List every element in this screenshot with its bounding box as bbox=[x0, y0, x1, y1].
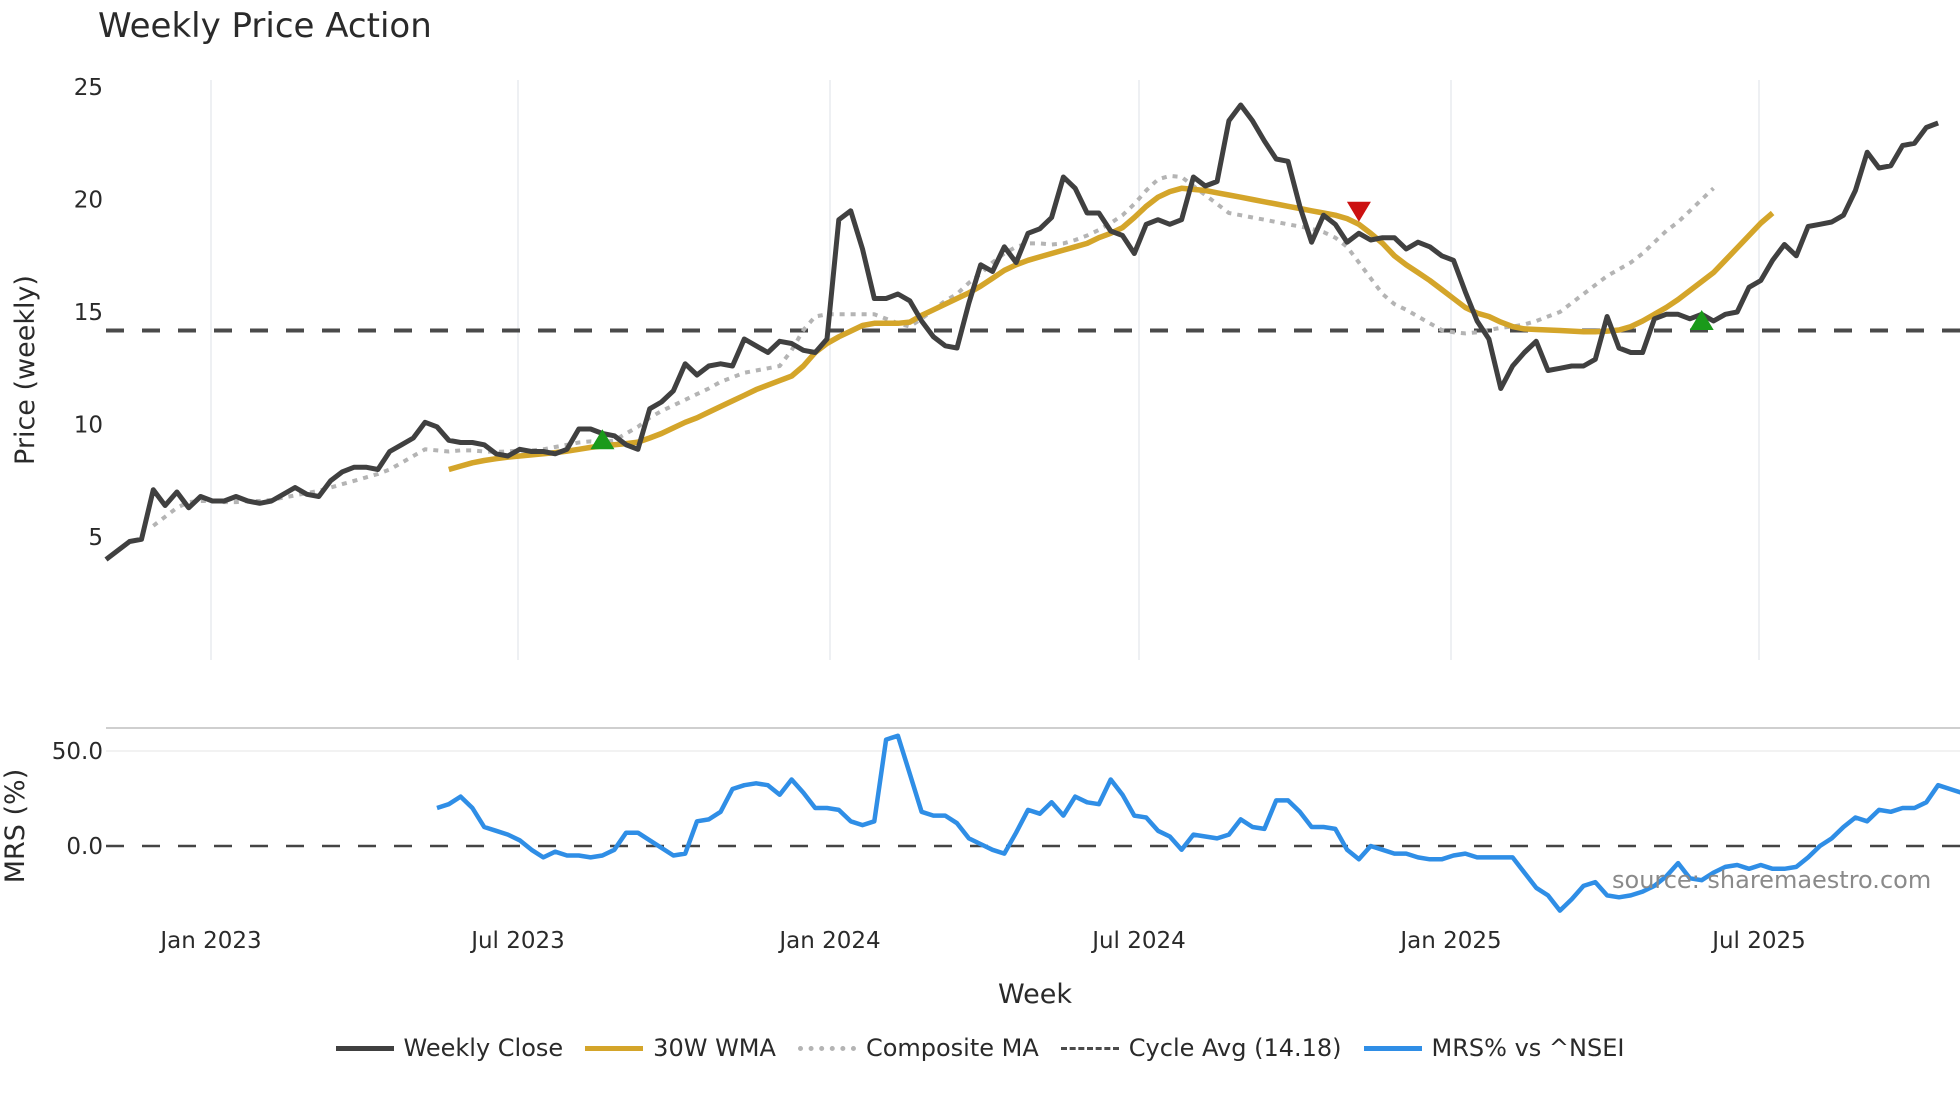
x-tick-label: Jul 2024 bbox=[1090, 928, 1186, 954]
legend-item-weekly-close[interactable]: Weekly Close bbox=[335, 1034, 564, 1062]
legend-label: 30W WMA bbox=[653, 1034, 776, 1062]
legend-item-composite-ma[interactable]: Composite MA bbox=[797, 1034, 1039, 1062]
x-tick-label: Jul 2025 bbox=[1710, 928, 1806, 954]
series-weekly-close bbox=[104, 102, 1939, 562]
weekly-close-swatch bbox=[335, 1045, 394, 1051]
mrs-axis-label: MRS (%) bbox=[0, 769, 31, 884]
y-tick-label: 15 bbox=[74, 300, 103, 326]
composite-ma-swatch bbox=[797, 1045, 856, 1051]
series-mrs-vs-nsei bbox=[436, 733, 1960, 913]
buy-signal-marker bbox=[1689, 310, 1714, 330]
legend: Weekly Close 30W WMA Composite MA Cycle … bbox=[0, 1034, 1960, 1062]
buy-signal-marker bbox=[590, 429, 615, 450]
wma-swatch bbox=[585, 1045, 644, 1051]
x-tick-label: Jul 2023 bbox=[469, 928, 565, 954]
legend-label: Composite MA bbox=[865, 1034, 1039, 1062]
y-tick-label: 10 bbox=[74, 413, 103, 439]
x-tick-label: Jan 2025 bbox=[1398, 928, 1501, 954]
legend-label: MRS% vs ^NSEI bbox=[1431, 1034, 1625, 1062]
mrs-swatch bbox=[1363, 1045, 1422, 1051]
mrs-tick-label: 0.0 bbox=[66, 834, 103, 860]
legend-item-cycle-avg[interactable]: Cycle Avg (14.18) bbox=[1060, 1034, 1342, 1062]
legend-label: Cycle Avg (14.18) bbox=[1128, 1034, 1342, 1062]
y-tick-label: 25 bbox=[74, 75, 103, 101]
sell-signal-marker bbox=[1346, 201, 1371, 222]
axes: Jan 2023 Jul 2023 Jan 2024 Jul 2024 Jan 2025… bbox=[0, 75, 1806, 1010]
legend-item-30w-wma[interactable]: 30W WMA bbox=[585, 1034, 776, 1062]
y-axis-label: Price (weekly) bbox=[10, 275, 41, 465]
watermark: source: sharemaestro.com bbox=[1612, 866, 1932, 894]
y-tick-label: 20 bbox=[74, 188, 103, 214]
mrs-tick-label: 50.0 bbox=[52, 739, 103, 765]
signal-markers bbox=[590, 201, 1714, 450]
x-tick-label: Jan 2023 bbox=[158, 928, 261, 954]
cycle-avg-line bbox=[106, 328, 1960, 848]
legend-label: Weekly Close bbox=[403, 1034, 564, 1062]
cycle-avg-swatch bbox=[1060, 1046, 1119, 1050]
series-lines bbox=[104, 102, 1960, 913]
legend-item-mrs[interactable]: MRS% vs ^NSEI bbox=[1363, 1034, 1625, 1062]
x-axis-label: Week bbox=[998, 979, 1072, 1010]
series-composite-ma bbox=[152, 173, 1715, 528]
chart-title: Weekly Price Action bbox=[98, 6, 432, 46]
gridlines bbox=[106, 80, 1960, 752]
y-tick-label: 5 bbox=[88, 525, 103, 551]
x-tick-label: Jan 2024 bbox=[777, 928, 880, 954]
